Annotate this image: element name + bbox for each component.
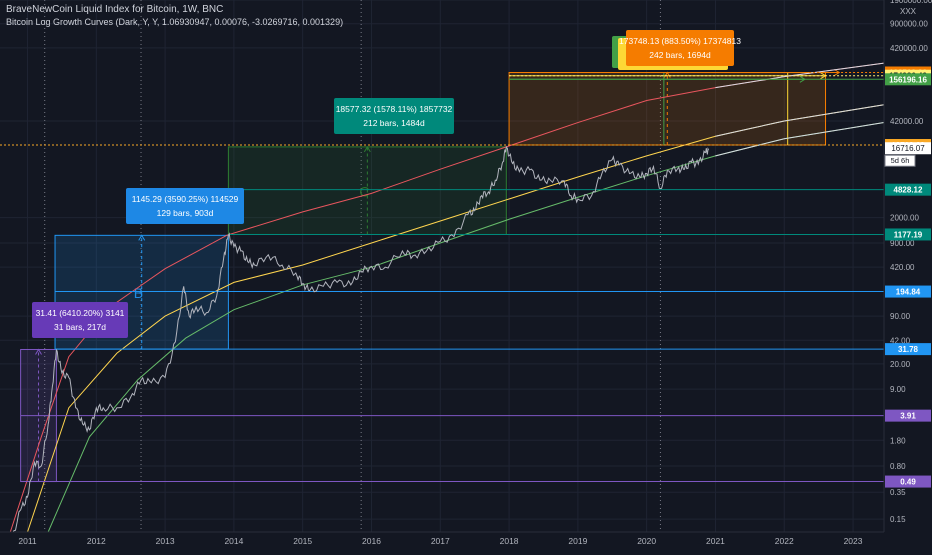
y-tick-label: 20.00: [890, 360, 911, 369]
price-label-text: 194.84: [896, 288, 921, 297]
price-label-bg: [885, 285, 931, 298]
x-tick-label: 2021: [706, 536, 725, 546]
y-tick-label: 2000.00: [890, 214, 919, 223]
x-tick-label: 2018: [500, 536, 519, 546]
y-tick-label: 1900000.00: [890, 0, 932, 5]
range-labels-layer: 31.41 (6410.20%) 3141 31 bars, 217d 1145.2…: [32, 30, 741, 338]
scale-corner-label: XXX: [900, 7, 917, 16]
price-label-bg: [885, 409, 931, 422]
range-label-line2: 31 bars, 217d: [54, 322, 106, 332]
x-tick-label: 2019: [568, 536, 587, 546]
range-label-line1: 173748.13 (883.50%) 17374813: [619, 36, 741, 46]
growth-curve-lower-projection: [715, 122, 885, 157]
x-tick-label: 2013: [156, 536, 175, 546]
x-tick-label: 2015: [293, 536, 312, 546]
price-label-text: 31.78: [898, 345, 919, 354]
range-letter-c: C: [359, 184, 369, 200]
chart-title: BraveNewCoin Liquid Index for Bitcoin, 1…: [6, 4, 224, 15]
price-label-bg: [885, 343, 931, 356]
range-arrow-1: [35, 348, 42, 355]
price-axis-background: [884, 0, 932, 550]
range-label-line1: 18577.32 (1578.11%) 1857732: [336, 104, 453, 114]
range-label-line1: 1145.29 (3590.25%) 114529: [132, 194, 239, 204]
price-label-text: 4828.12: [894, 186, 923, 195]
price-label-text: 156196.16: [889, 75, 927, 84]
y-tick-label: 900000.00: [890, 20, 928, 29]
x-tick-label: 2014: [224, 536, 243, 546]
growth-curve-upper: [9, 62, 885, 533]
range-label-box-1: [32, 302, 128, 338]
x-tick-label: 2011: [18, 536, 37, 546]
current-price-text: 16716.07: [891, 144, 925, 153]
growth-curve-middle: [27, 104, 885, 533]
x-tick-label: 2017: [431, 536, 450, 546]
projection-arrow-head: [834, 69, 841, 76]
range-label-line2: 242 bars, 1694d: [649, 50, 711, 60]
price-label-bg: [885, 73, 931, 86]
price-label-bg: [885, 475, 931, 488]
range-letter-b: B: [134, 285, 143, 301]
x-tick-label: 2023: [844, 536, 863, 546]
growth-curve-middle-projection: [715, 104, 885, 137]
range-label-box-2: [126, 188, 244, 224]
y-tick-label: 0.15: [890, 515, 906, 524]
range-label-box-4: [626, 30, 734, 66]
range-arrow-3: [363, 145, 371, 153]
y-tick-label: 420000.00: [890, 44, 928, 53]
countdown-text: 5d 6h: [891, 156, 910, 165]
growth-curves-layer: [9, 62, 885, 533]
price-label-text: 0.49: [900, 478, 916, 487]
growth-curve-upper-projection: [715, 62, 885, 89]
range-label-box-3: [334, 98, 454, 134]
price-line: [9, 145, 710, 544]
price-series-layer: [9, 145, 710, 544]
indicator-label: Bitcoin Log Growth Curves (Dark, Y, Y, 1…: [6, 17, 344, 27]
price-label-bg: [885, 228, 931, 241]
y-tick-label: 900.00: [890, 239, 915, 248]
y-tick-label: 90.00: [890, 312, 911, 321]
price-label-text: 1177.19: [894, 230, 923, 239]
y-tick-label: 420.00: [890, 263, 915, 272]
price-label-bg: [885, 183, 931, 196]
x-tick-label: 2012: [87, 536, 106, 546]
y-tick-label: 9.00: [890, 385, 906, 394]
y-tick-label: 42000.00: [890, 117, 924, 126]
y-tick-label: 1.80: [890, 436, 906, 445]
x-tick-label: 2016: [362, 536, 381, 546]
grid-layer: [0, 0, 884, 532]
y-tick-label: 42.00: [890, 336, 911, 345]
level-lines-layer: [0, 72, 884, 483]
price-label-text: 3.91: [900, 412, 916, 421]
countdown-tag: [884, 154, 916, 167]
y-tick-label: 0.80: [890, 462, 906, 471]
range-label-line2: 212 bars, 1484d: [363, 118, 425, 128]
range-arrow-2: [138, 234, 146, 241]
x-tick-label: 2020: [637, 536, 656, 546]
current-price-tag: [885, 142, 931, 155]
range-label-line1: 31.41 (6410.20%) 3141: [36, 308, 125, 318]
range-label-line2: 129 bars, 903d: [157, 208, 214, 218]
time-axis-background: [0, 532, 932, 550]
x-tick-label: 2022: [775, 536, 794, 546]
y-tick-label: 0.35: [890, 488, 906, 497]
